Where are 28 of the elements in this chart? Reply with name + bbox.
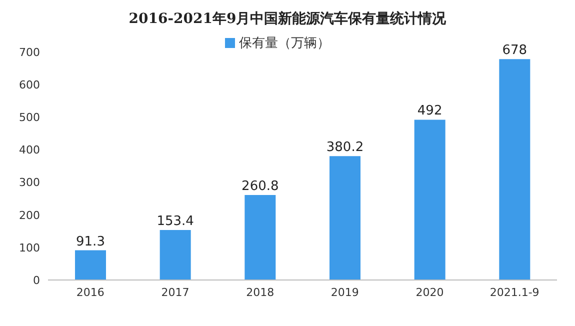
chart-title: 2016-2021年9月中国新能源汽车保有量统计情况 — [128, 10, 448, 29]
data-label: 380.2 — [326, 140, 364, 156]
y-tick-label: 700 — [19, 46, 40, 59]
y-tick-label: 500 — [19, 111, 40, 124]
bar — [330, 156, 360, 280]
bar — [160, 230, 191, 280]
x-tick-label: 2020 — [416, 286, 444, 299]
y-tick-label: 100 — [19, 241, 40, 254]
legend-label: 保有量（万辆） — [239, 36, 330, 51]
data-label: 260.8 — [242, 179, 279, 194]
y-tick-label: 600 — [19, 78, 40, 92]
x-tick-label: 2018 — [246, 286, 274, 299]
x-tick-label: 2019 — [330, 286, 359, 299]
y-tick-label: 200 — [19, 208, 40, 222]
data-label: 678 — [502, 43, 528, 58]
y-tick-label: 300 — [19, 176, 40, 190]
data-label: 91.3 — [76, 234, 105, 250]
bar — [75, 250, 106, 280]
bar — [414, 120, 446, 280]
y-tick-label: 0 — [33, 274, 40, 287]
y-tick-label: 400 — [19, 144, 40, 157]
data-label: 492 — [417, 104, 442, 119]
data-label: 153.4 — [156, 214, 194, 230]
bar — [499, 59, 530, 280]
bar — [244, 195, 276, 280]
x-tick-label: 2016 — [76, 286, 104, 299]
x-tick-label: 2021.1-9 — [490, 286, 540, 299]
x-tick-label: 2017 — [161, 286, 190, 299]
